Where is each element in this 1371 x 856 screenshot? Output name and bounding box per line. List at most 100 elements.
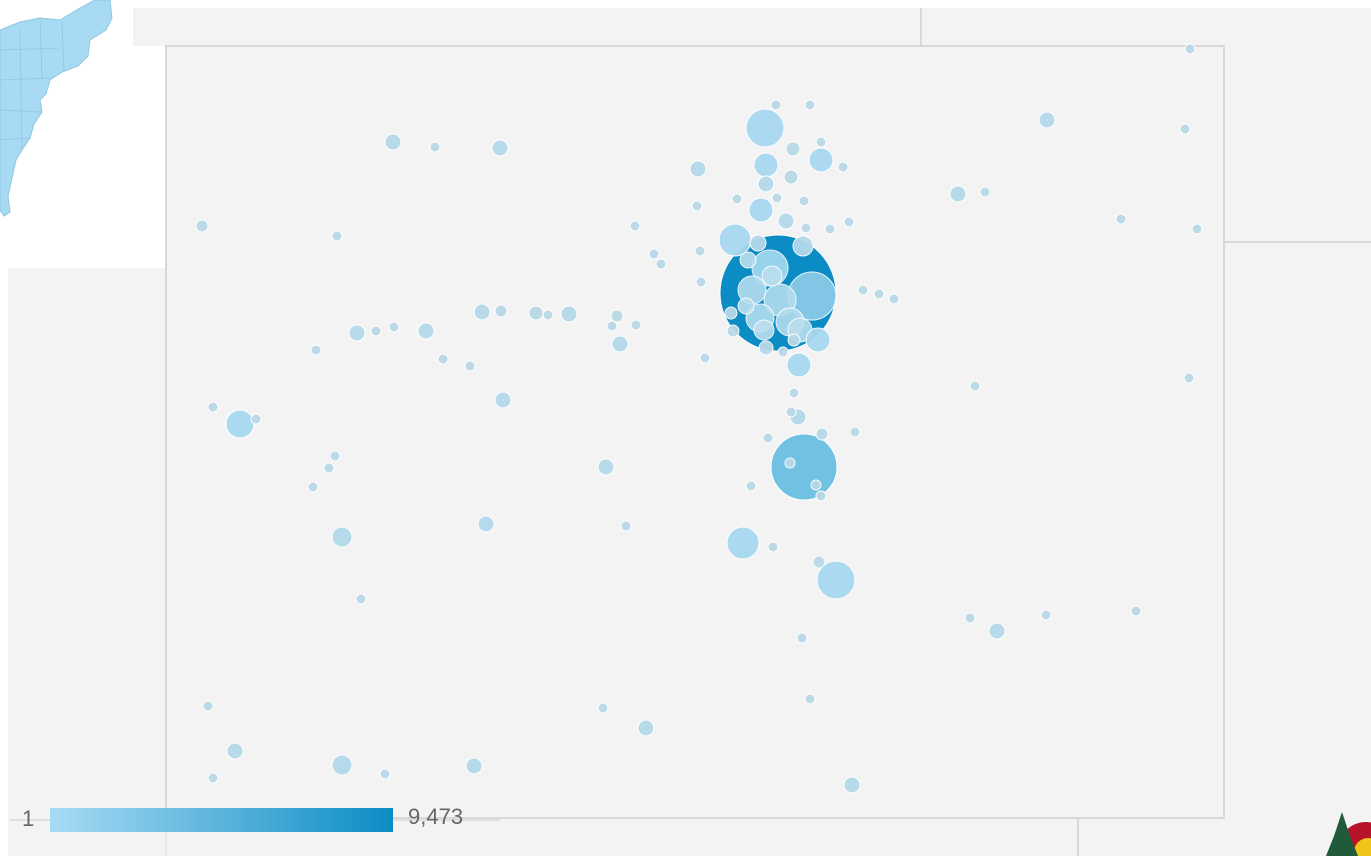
map-marker[interactable] (699, 352, 711, 364)
map-marker[interactable] (388, 321, 400, 333)
map-marker[interactable] (767, 541, 779, 553)
map-marker[interactable] (718, 223, 752, 257)
map-marker[interactable] (979, 186, 991, 198)
map-marker[interactable] (494, 304, 508, 318)
map-marker[interactable] (873, 288, 885, 300)
map-marker[interactable] (726, 526, 760, 560)
map-marker[interactable] (310, 344, 322, 356)
map-marker[interactable] (726, 324, 740, 338)
map-marker[interactable] (323, 462, 335, 474)
map-marker[interactable] (250, 413, 262, 425)
map-marker[interactable] (1191, 223, 1203, 235)
map-marker[interactable] (815, 490, 827, 502)
map-marker[interactable] (331, 754, 353, 776)
map-marker[interactable] (473, 303, 491, 321)
map-marker[interactable] (329, 450, 341, 462)
map-marker[interactable] (477, 515, 495, 533)
map-marker[interactable] (1184, 43, 1196, 55)
map-marker[interactable] (786, 352, 812, 378)
map-marker[interactable] (788, 387, 800, 399)
map-marker[interactable] (331, 526, 353, 548)
map-marker[interactable] (792, 235, 814, 257)
map-marker[interactable] (770, 99, 782, 111)
map-marker[interactable] (307, 481, 319, 493)
map-marker[interactable] (620, 520, 632, 532)
map-marker[interactable] (1040, 609, 1052, 621)
map-marker[interactable] (761, 265, 783, 287)
map-marker[interactable] (370, 325, 382, 337)
map-marker[interactable] (808, 147, 834, 173)
map-marker[interactable] (731, 193, 743, 205)
map-marker[interactable] (785, 141, 801, 157)
map-marker[interactable] (800, 222, 812, 234)
map-marker[interactable] (745, 480, 757, 492)
map-marker[interactable] (637, 719, 655, 737)
map-marker[interactable] (837, 161, 849, 173)
map-marker[interactable] (610, 309, 624, 323)
map-marker[interactable] (770, 433, 838, 501)
map-marker[interactable] (695, 276, 707, 288)
map-marker[interactable] (1183, 372, 1195, 384)
map-marker[interactable] (348, 324, 366, 342)
map-marker[interactable] (606, 320, 618, 332)
map-marker[interactable] (762, 432, 774, 444)
map-marker[interactable] (748, 197, 774, 223)
map-marker[interactable] (787, 333, 801, 347)
map-marker[interactable] (949, 185, 967, 203)
map-marker[interactable] (494, 391, 512, 409)
map-marker[interactable] (810, 479, 822, 491)
map-marker[interactable] (849, 426, 861, 438)
map-marker[interactable] (777, 212, 795, 230)
map-marker[interactable] (753, 152, 779, 178)
map-marker[interactable] (815, 136, 827, 148)
map-marker[interactable] (777, 346, 789, 358)
map-marker[interactable] (1115, 213, 1127, 225)
map-marker[interactable] (737, 297, 755, 315)
map-marker[interactable] (629, 220, 641, 232)
map-marker[interactable] (384, 133, 402, 151)
map-marker[interactable] (843, 776, 861, 794)
map-marker[interactable] (597, 702, 609, 714)
map-marker[interactable] (655, 258, 667, 270)
map-marker[interactable] (753, 319, 775, 341)
map-marker[interactable] (528, 305, 544, 321)
map-marker[interactable] (226, 742, 244, 760)
map-marker[interactable] (812, 555, 826, 569)
map-marker[interactable] (1130, 605, 1142, 617)
map-marker[interactable] (843, 216, 855, 228)
map-marker[interactable] (796, 632, 808, 644)
map-marker[interactable] (724, 306, 738, 320)
map-marker[interactable] (771, 192, 783, 204)
map-marker[interactable] (757, 175, 775, 193)
map-marker[interactable] (491, 139, 509, 157)
map-marker[interactable] (560, 305, 578, 323)
map-marker[interactable] (816, 560, 856, 600)
map-marker[interactable] (888, 293, 900, 305)
map-marker[interactable] (964, 612, 976, 624)
map-marker[interactable] (464, 360, 476, 372)
map-marker[interactable] (630, 319, 642, 331)
map-marker[interactable] (815, 427, 829, 441)
map-marker[interactable] (689, 160, 707, 178)
map-marker[interactable] (691, 200, 703, 212)
map-marker[interactable] (988, 622, 1006, 640)
map-marker[interactable] (739, 251, 757, 269)
map-marker[interactable] (429, 141, 441, 153)
map-marker[interactable] (355, 593, 367, 605)
map-marker[interactable] (331, 230, 343, 242)
map-marker[interactable] (465, 757, 483, 775)
map-marker[interactable] (417, 322, 435, 340)
map-marker[interactable] (783, 169, 799, 185)
map-marker[interactable] (749, 234, 767, 252)
map-marker[interactable] (804, 693, 816, 705)
map-marker[interactable] (1179, 123, 1191, 135)
map-marker[interactable] (694, 245, 706, 257)
map-marker[interactable] (207, 772, 219, 784)
map-marker[interactable] (611, 335, 629, 353)
map-marker[interactable] (648, 248, 660, 260)
map-marker[interactable] (785, 406, 797, 418)
map-marker[interactable] (437, 353, 449, 365)
map-marker[interactable] (824, 223, 836, 235)
map-marker[interactable] (969, 380, 981, 392)
map-marker[interactable] (798, 195, 810, 207)
